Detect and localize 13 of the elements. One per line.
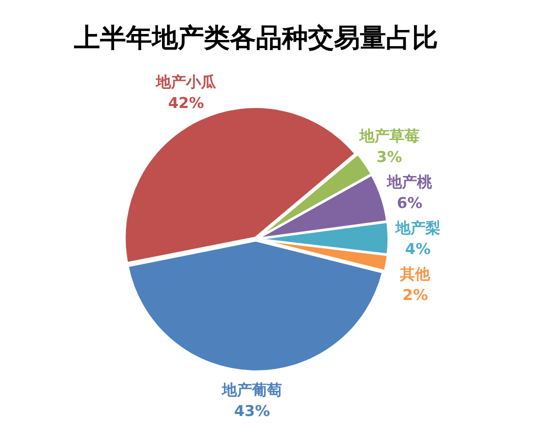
slice-label: 地产草莓 (358, 127, 420, 146)
data-label: 43% (234, 402, 270, 420)
slice-label: 地产梨 (394, 219, 440, 238)
slice-label: 地产小瓜 (155, 72, 218, 91)
slice-label: 其他 (399, 265, 432, 284)
data-label: 6% (396, 194, 422, 212)
slice-label: 地产桃 (386, 173, 434, 192)
data-label: 42% (168, 94, 204, 112)
slice-label: 地产葡萄 (221, 380, 282, 399)
data-label: 3% (376, 148, 402, 166)
chart-title: 上半年地产类各品种交易量占比 (73, 23, 438, 54)
data-label: 2% (402, 286, 428, 304)
data-label: 4% (405, 240, 431, 258)
